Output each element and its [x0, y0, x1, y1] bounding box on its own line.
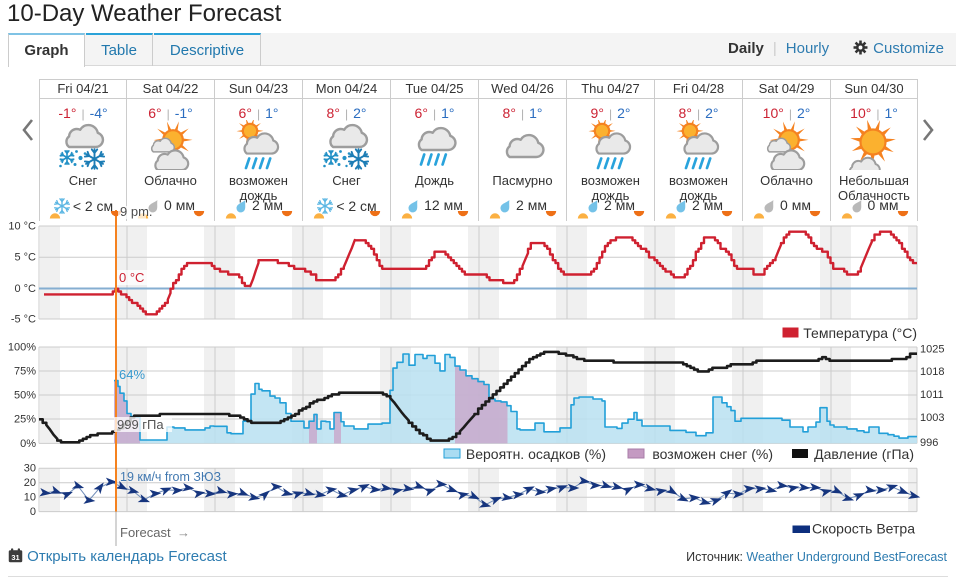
- svg-text:1011: 1011: [920, 389, 944, 401]
- svg-text:25%: 25%: [14, 414, 36, 426]
- svg-text:0%: 0%: [20, 438, 36, 450]
- svg-text:999 гПа: 999 гПа: [117, 417, 164, 432]
- svg-text:-5 °C: -5 °C: [11, 314, 36, 326]
- svg-text:1018: 1018: [920, 366, 944, 378]
- svg-text:996: 996: [920, 437, 938, 449]
- svg-text:Вероятн. осадков (%): Вероятн. осадков (%): [466, 446, 606, 462]
- svg-text:19 км/ч from ЗЮЗ: 19 км/ч from ЗЮЗ: [120, 470, 221, 484]
- svg-text:64%: 64%: [119, 367, 145, 382]
- svg-text:Температура (°C): Температура (°C): [803, 325, 917, 341]
- svg-text:1025: 1025: [920, 344, 944, 356]
- svg-text:Скорость Ветра: Скорость Ветра: [812, 521, 915, 537]
- svg-text:возможен снег (%): возможен снег (%): [652, 446, 773, 462]
- svg-text:75%: 75%: [14, 366, 36, 378]
- svg-text:31: 31: [11, 553, 19, 562]
- svg-text:Forecast: Forecast: [120, 525, 171, 540]
- svg-text:50%: 50%: [14, 390, 36, 402]
- svg-text:20: 20: [24, 477, 36, 489]
- svg-text:Давление (гПа): Давление (гПа): [814, 446, 914, 462]
- svg-text:100%: 100%: [8, 342, 36, 354]
- svg-text:→: →: [177, 525, 190, 540]
- svg-text:30: 30: [24, 463, 36, 475]
- svg-text:10 °C: 10 °C: [8, 221, 36, 233]
- svg-text:0 °C: 0 °C: [14, 283, 36, 295]
- svg-text:0 °C: 0 °C: [119, 270, 144, 285]
- svg-text:5 °C: 5 °C: [14, 252, 36, 264]
- svg-text:9 pm.: 9 pm.: [120, 204, 153, 219]
- svg-text:0: 0: [30, 506, 36, 518]
- svg-text:1003: 1003: [920, 412, 944, 424]
- svg-text:10: 10: [24, 492, 36, 504]
